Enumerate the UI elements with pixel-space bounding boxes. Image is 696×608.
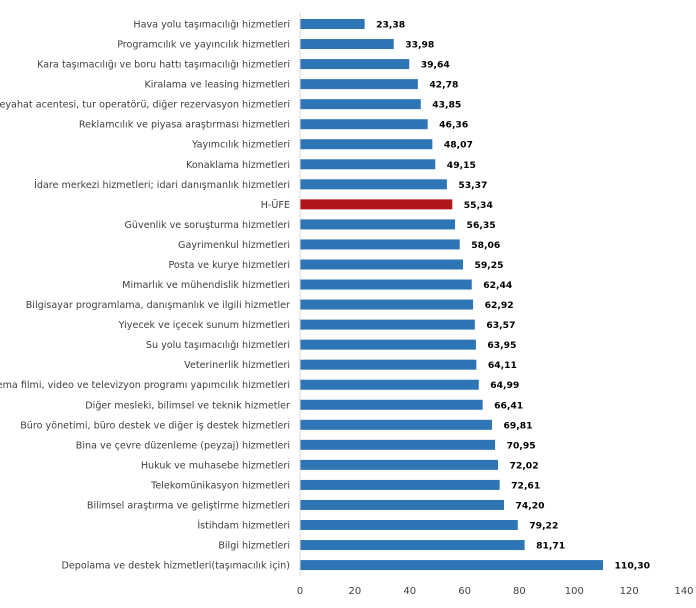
x-tick-label: 140 bbox=[674, 586, 693, 597]
data-label: 66,41 bbox=[494, 400, 523, 411]
x-tick-label: 120 bbox=[620, 586, 639, 597]
bar bbox=[300, 339, 476, 350]
category-label: Programcılık ve yayıncılık hizmetleri bbox=[117, 40, 290, 51]
data-label: 43,85 bbox=[432, 100, 461, 111]
bar bbox=[300, 479, 500, 490]
category-label: İstihdam hizmetleri bbox=[197, 519, 290, 532]
category-label: Bilgi hizmetleri bbox=[218, 541, 290, 552]
data-label: 39,64 bbox=[421, 60, 450, 71]
data-label: 64,99 bbox=[490, 380, 519, 391]
bar bbox=[300, 299, 474, 310]
x-tick-label: 60 bbox=[458, 586, 471, 597]
data-label: 79,22 bbox=[529, 521, 558, 532]
category-label: Gayrimenkul hizmetleri bbox=[178, 240, 290, 251]
category-label: Yayımcılık hizmetleri bbox=[191, 140, 290, 151]
data-label: 49,15 bbox=[447, 160, 476, 171]
bar bbox=[300, 179, 447, 190]
data-label: 59,25 bbox=[475, 260, 504, 271]
category-label: Sinema filmi, video ve televizyon progra… bbox=[0, 380, 290, 391]
bar bbox=[300, 520, 518, 530]
data-label: 63,95 bbox=[487, 340, 516, 351]
x-tick-label: 0 bbox=[297, 586, 303, 597]
category-label: Diğer mesleki, bilimsel ve teknik hizmet… bbox=[85, 399, 290, 411]
bar bbox=[300, 399, 483, 410]
category-label: Konaklama hizmetleri bbox=[186, 160, 290, 171]
category-label: Su yolu taşımacılığı hizmetleri bbox=[146, 339, 290, 351]
category-label: Reklamcılık ve piyasa araştırması hizmet… bbox=[79, 120, 290, 131]
bar bbox=[300, 219, 456, 230]
category-label: Posta ve kurye hizmetleri bbox=[168, 260, 290, 271]
data-label: 72,61 bbox=[511, 480, 540, 491]
category-label: Veterinerlik hizmetleri bbox=[184, 360, 290, 371]
bar-highlight bbox=[300, 199, 453, 210]
bar bbox=[300, 59, 410, 70]
category-label: Depolama ve destek hizmetleri(taşımacılı… bbox=[61, 561, 290, 572]
category-label: Kiralama ve leasing hizmetleri bbox=[144, 80, 290, 91]
category-label: İdare merkezi hizmetleri; idari danışman… bbox=[34, 178, 290, 191]
bar bbox=[300, 259, 464, 270]
data-label: 72,02 bbox=[510, 460, 539, 471]
data-label: 46,36 bbox=[439, 120, 468, 131]
data-label: 70,95 bbox=[507, 440, 536, 451]
bar bbox=[300, 459, 499, 470]
data-label: 42,78 bbox=[429, 80, 458, 91]
category-label: Güvenlik ve soruşturma hizmetleri bbox=[125, 220, 291, 231]
bar bbox=[300, 379, 479, 390]
data-label: 58,06 bbox=[471, 240, 500, 251]
bar bbox=[300, 99, 421, 110]
bar bbox=[300, 560, 604, 571]
bar bbox=[300, 359, 477, 370]
category-label: Kara taşımacılığı ve boru hattı taşımacı… bbox=[37, 59, 290, 71]
category-label: Bilgisayar programlama, danışmanlık ve i… bbox=[26, 300, 290, 311]
data-label: 53,37 bbox=[458, 180, 487, 191]
bar bbox=[300, 119, 428, 130]
data-label: 63,57 bbox=[486, 320, 515, 331]
data-label: 81,71 bbox=[536, 541, 565, 552]
x-tick-label: 20 bbox=[348, 586, 361, 597]
category-label: Seyahat acentesi, tur operatörü, diğer r… bbox=[0, 99, 290, 111]
x-tick-label: 100 bbox=[565, 586, 584, 597]
x-tick-label: 80 bbox=[513, 586, 526, 597]
data-label: 62,44 bbox=[483, 280, 512, 291]
bar bbox=[300, 159, 436, 170]
data-label: 62,92 bbox=[485, 300, 514, 311]
category-label: Hava yolu taşımacılığı hizmetleri bbox=[133, 19, 290, 31]
bar bbox=[300, 419, 492, 430]
bar bbox=[300, 540, 525, 551]
bar bbox=[300, 499, 505, 510]
bar bbox=[300, 19, 365, 29]
data-label: 110,30 bbox=[615, 561, 650, 572]
bar bbox=[300, 239, 460, 250]
category-label: Büro yönetimi, büro destek ve diğer iş d… bbox=[20, 419, 290, 431]
category-label: Telekomünikasyon hizmetleri bbox=[150, 480, 290, 491]
data-label: 48,07 bbox=[444, 140, 473, 151]
bar bbox=[300, 79, 418, 90]
bar bbox=[300, 319, 475, 330]
data-label: 23,38 bbox=[376, 20, 405, 31]
bar bbox=[300, 439, 496, 450]
category-label: Bina ve çevre düzenleme (peyzaj) hizmetl… bbox=[76, 440, 290, 451]
data-label: 74,20 bbox=[516, 500, 545, 511]
bar bbox=[300, 139, 433, 150]
category-label: Yiyecek ve içecek sunum hizmetleri bbox=[118, 320, 290, 331]
x-tick-label: 40 bbox=[403, 586, 416, 597]
data-label: 56,35 bbox=[467, 220, 496, 231]
bar bbox=[300, 279, 472, 290]
category-label: H-ÜFE bbox=[261, 198, 290, 211]
bar bbox=[300, 39, 394, 50]
category-label: Mimarlık ve mühendislik hizmetleri bbox=[122, 280, 290, 291]
data-label: 55,34 bbox=[464, 200, 493, 211]
category-label: Bilimsel araştırma ve geliştirme hizmetl… bbox=[87, 500, 290, 511]
data-label: 33,98 bbox=[405, 40, 434, 51]
category-label: Hukuk ve muhasebe hizmetleri bbox=[141, 460, 290, 471]
data-label: 69,81 bbox=[503, 420, 532, 431]
data-label: 64,11 bbox=[488, 360, 517, 371]
